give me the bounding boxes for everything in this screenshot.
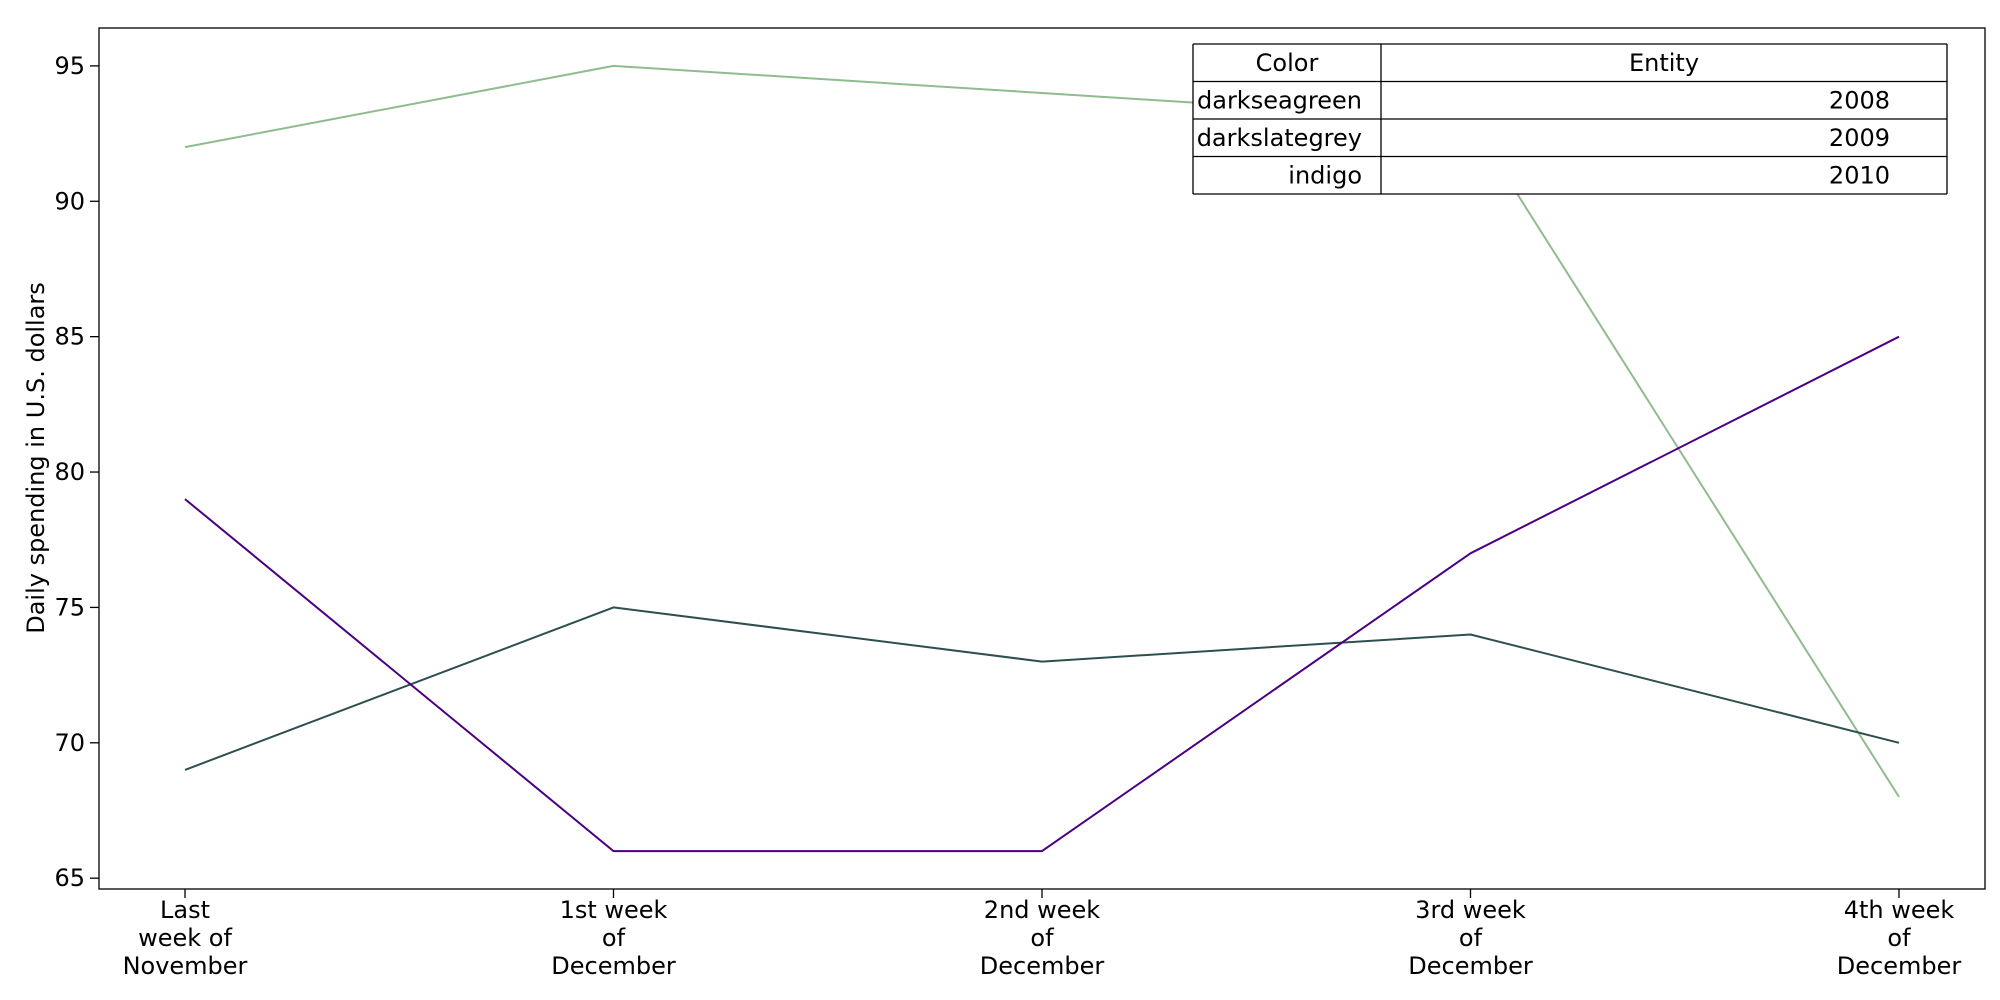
x-tick-label-line: week of	[138, 924, 232, 952]
legend-entity: 2008	[1829, 86, 1890, 114]
legend-entity: 2009	[1829, 124, 1890, 152]
y-tick-label: 95	[54, 52, 85, 80]
y-tick-label: 75	[54, 593, 85, 621]
series-line-2009	[184, 606, 1900, 771]
y-tick-label: 90	[54, 187, 85, 215]
legend-table: Color Entity darkseagreen 2008 darkslategrey…	[1192, 43, 1948, 195]
legend-color-name: darkslategrey	[1197, 124, 1362, 152]
x-tick-label-line: of	[1030, 924, 1054, 952]
x-tick-label: Last week of November	[123, 896, 248, 980]
x-tick-label-line: December	[1837, 952, 1962, 980]
y-tick-label: 65	[54, 864, 85, 892]
x-tick-label-line: of	[1459, 924, 1483, 952]
series-line-2010	[184, 335, 1900, 853]
x-tick-label-line: 2nd week	[984, 896, 1101, 924]
y-tick-label: 70	[54, 729, 85, 757]
x-tick-label-line: of	[1887, 924, 1911, 952]
x-tick-label-line: Last	[160, 896, 210, 924]
legend-header: Entity	[1629, 49, 1699, 77]
x-tick-label-line: 4th week	[1844, 896, 1955, 924]
x-tick-label-line: 1st week	[560, 896, 668, 924]
legend-header: Color	[1256, 49, 1319, 77]
x-tick-label-line: December	[980, 952, 1105, 980]
series-line-2008	[184, 64, 1900, 798]
x-tick-label-line: November	[123, 952, 248, 980]
series-lines	[184, 64, 1900, 853]
legend-color-name: indigo	[1288, 161, 1362, 189]
y-axis-label: Daily spending in U.S. dollars	[22, 282, 50, 634]
y-tick-label: 85	[54, 323, 85, 351]
x-tick-label: 1st week of December	[551, 896, 676, 980]
x-tick-label-line: of	[602, 924, 626, 952]
x-tick-label-line: December	[1408, 952, 1533, 980]
y-tick-label: 80	[54, 458, 85, 486]
legend-entity: 2010	[1829, 161, 1890, 189]
x-tick-label-line: 3rd week	[1415, 896, 1526, 924]
legend-color-name: darkseagreen	[1197, 86, 1362, 114]
x-tick-label: 3rd week of December	[1408, 896, 1533, 980]
x-tick-label-line: December	[551, 952, 676, 980]
x-tick-label: 2nd week of December	[980, 896, 1105, 980]
y-axis: 65 70 75 80 85 90 95	[54, 52, 99, 892]
x-tick-label: 4th week of December	[1837, 896, 1962, 980]
